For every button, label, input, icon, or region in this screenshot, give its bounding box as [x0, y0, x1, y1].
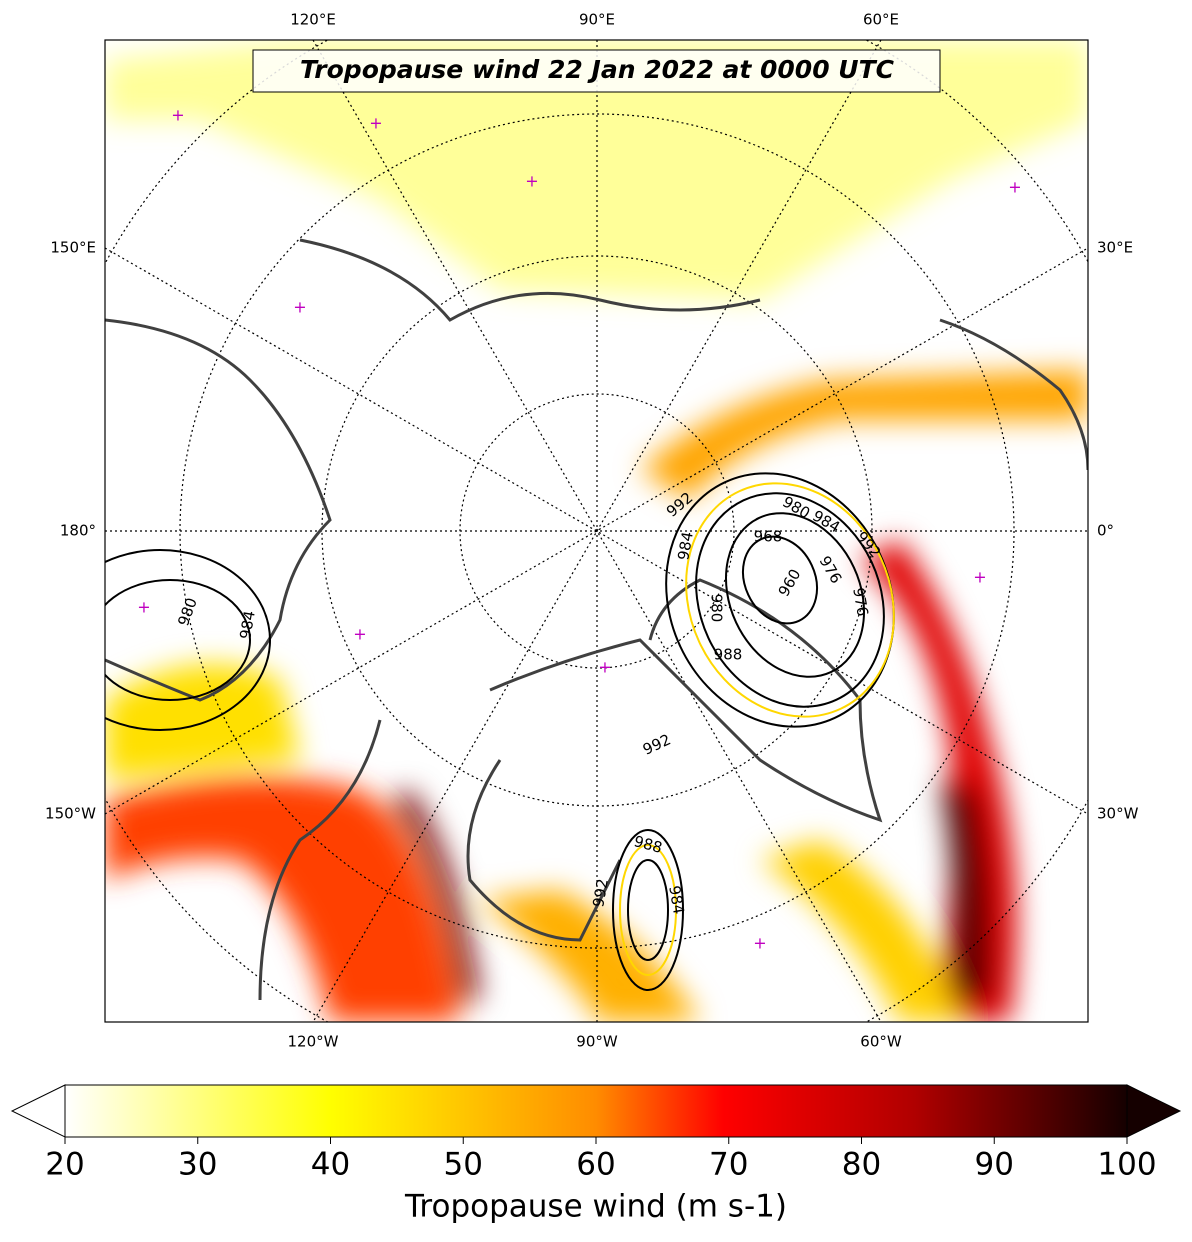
svg-text:+: +	[171, 106, 184, 125]
svg-text:+: +	[293, 298, 306, 317]
lon-label: 60°W	[860, 1033, 902, 1051]
lon-label: 90°W	[576, 1033, 618, 1051]
lon-label: 90°E	[579, 11, 615, 29]
lon-label: 0°	[1097, 522, 1114, 540]
svg-text:+: +	[525, 172, 538, 191]
colorbar-tick-label: 30	[178, 1147, 217, 1183]
colorbar-extend-low	[10, 1084, 66, 1138]
colorbar-tick-label: 20	[45, 1147, 84, 1183]
colorbar-tick-label: 40	[311, 1147, 350, 1183]
lon-label: 30°W	[1097, 805, 1139, 823]
graticule	[105, 40, 1088, 1022]
title-box	[252, 49, 941, 93]
contour-label: 980	[708, 594, 726, 623]
contour-label: 984	[665, 884, 688, 915]
lon-labels: 120°E 90°E 60°E 120°W 90°W 60°W 150°E 180° 150°W…	[45, 11, 1139, 1051]
lon-label: 120°E	[290, 11, 336, 29]
contour-label: 988	[714, 646, 743, 664]
colorbar-tick-label: 90	[975, 1147, 1014, 1183]
colorbar-label: Tropopause wind (m s-1)	[404, 1189, 787, 1225]
lon-label: 60°E	[863, 11, 899, 29]
contour-label: 984	[236, 609, 259, 640]
lon-label: 180°	[60, 522, 96, 540]
svg-text:+: +	[353, 625, 366, 644]
lon-label: 120°W	[288, 1033, 339, 1051]
lon-label: 150°W	[45, 805, 96, 823]
colorbar-tick-label: 100	[1097, 1147, 1156, 1183]
map-frame	[104, 39, 1089, 1023]
contour-label: 968	[754, 528, 783, 546]
title: Tropopause wind 22 Jan 2022 at 0000 UTC	[300, 55, 895, 84]
station-markers: + + + + + + + + + +	[137, 106, 1021, 953]
colorbar-tick-label: 60	[576, 1147, 615, 1183]
svg-text:+: +	[598, 658, 611, 677]
lon-label: 150°E	[50, 239, 96, 257]
lon-label: 30°E	[1097, 239, 1133, 257]
contour-label: 984	[674, 530, 697, 561]
coastlines	[105, 238, 1088, 1001]
colorbar-tick-label: 50	[444, 1147, 483, 1183]
svg-text:+: +	[1008, 178, 1021, 197]
svg-text:+: +	[369, 114, 382, 133]
colorbar-extend-high	[1126, 1084, 1182, 1138]
svg-text:+: +	[137, 598, 150, 617]
svg-text:+: +	[973, 568, 986, 587]
colorbar-tick-label: 70	[709, 1147, 748, 1183]
colorbar: Tropopause wind (m s-1) 20 30 40 50 60 70 80 90…	[10, 1084, 1182, 1225]
colorbar-body	[64, 1084, 1128, 1138]
svg-text:+: +	[753, 934, 766, 953]
contour-label: 992	[589, 877, 612, 908]
pressure-contours-yellow	[619, 482, 895, 976]
colorbar-tick-label: 80	[842, 1147, 881, 1183]
contour-label: 976	[849, 586, 872, 617]
